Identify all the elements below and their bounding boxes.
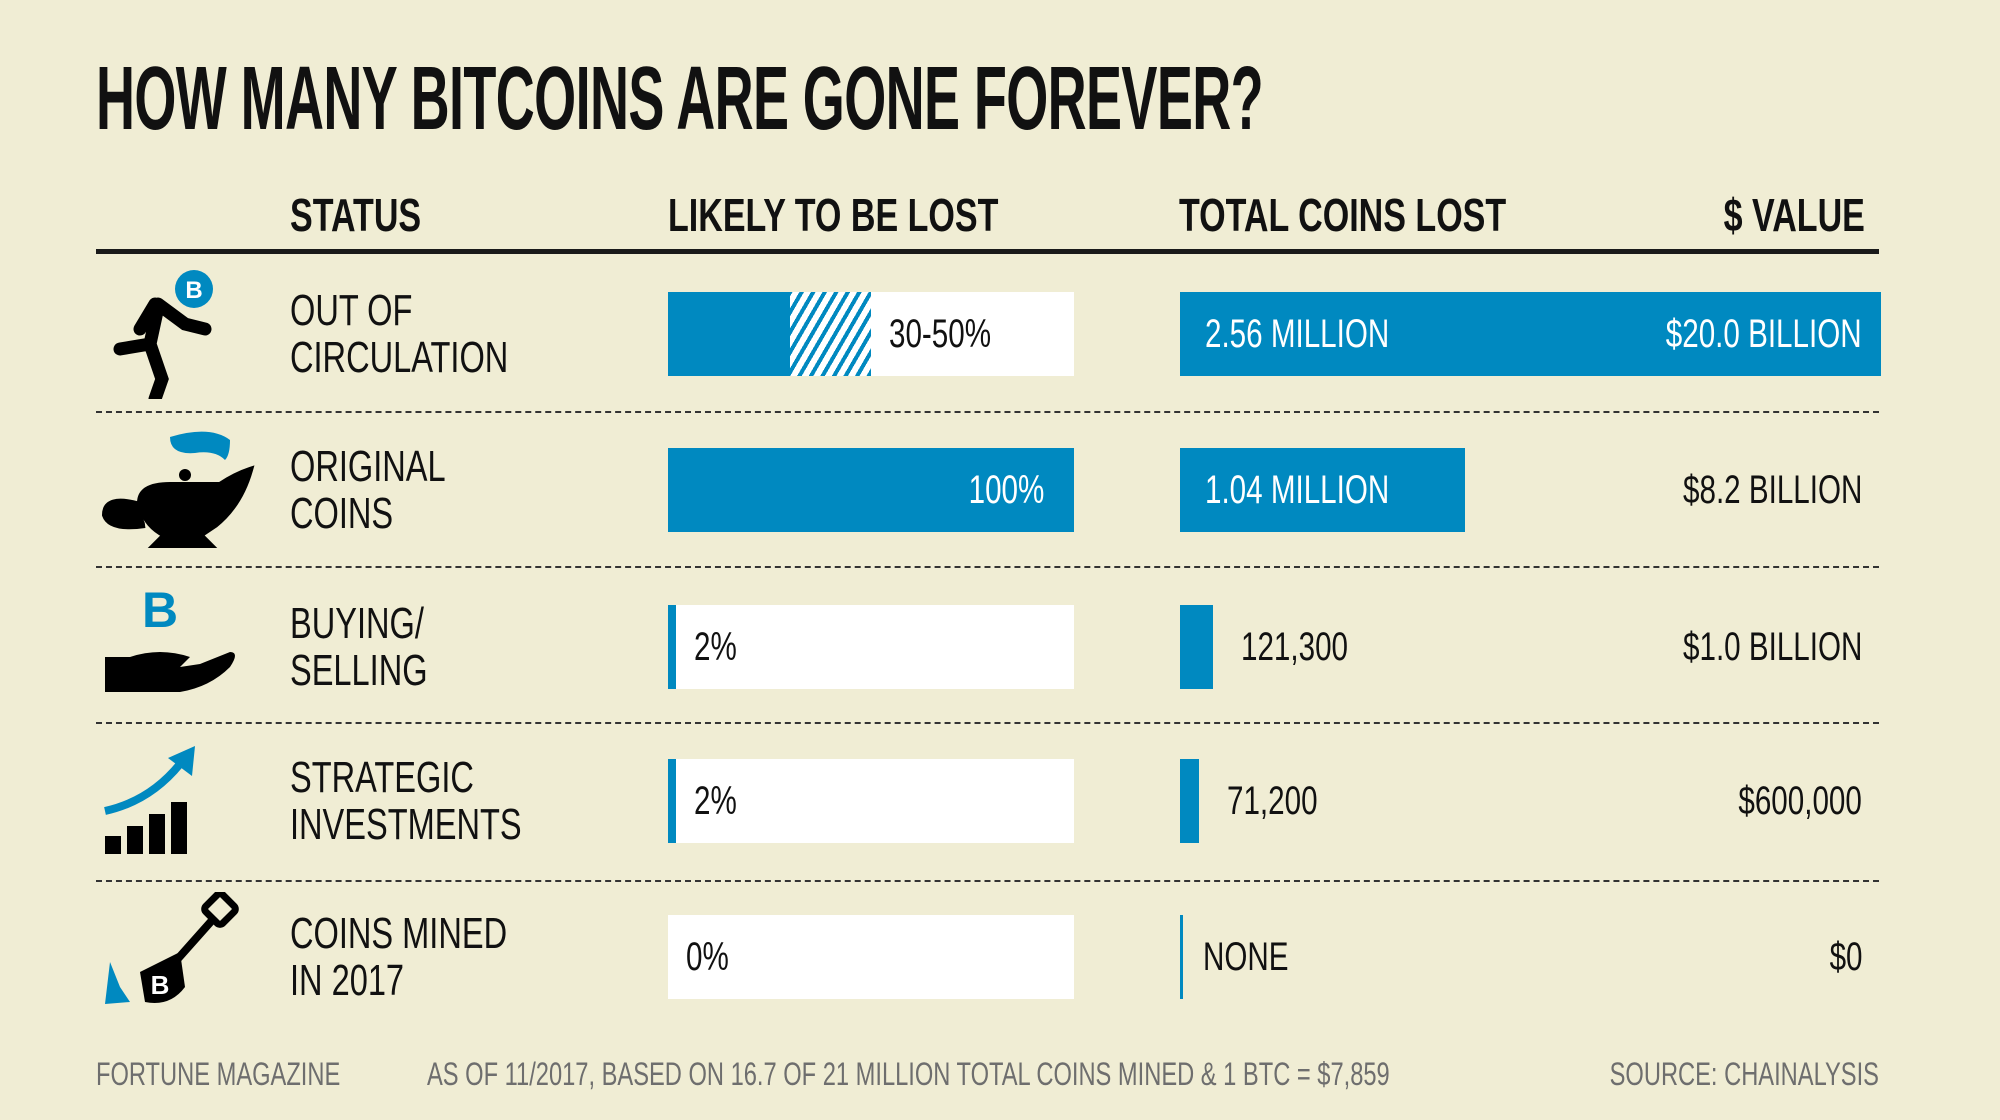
row-divider [96, 880, 1879, 882]
header-likely: LIKELY TO BE LOST [668, 189, 999, 241]
hand-bitcoin-icon: B [105, 582, 235, 692]
total-bar [1180, 292, 1881, 376]
status-label: ORIGINAL COINS [290, 442, 446, 538]
likely-bar: 30-50% [668, 292, 1074, 376]
likely-fill [668, 448, 1074, 532]
likely-label: 2% [694, 779, 737, 823]
row-divider [96, 411, 1879, 413]
value-label: $20.0 BILLION [1666, 312, 1862, 356]
total-label: 71,200 [1227, 779, 1319, 823]
value-label: $600,000 [1738, 779, 1862, 823]
header-total: TOTAL COINS LOST [1179, 189, 1507, 241]
header-value: $ VALUE [1723, 189, 1865, 241]
likely-fill [668, 759, 677, 843]
total-label: 2.56 MILLION [1205, 312, 1390, 356]
genie-lamp-icon [101, 431, 255, 548]
footer-credit: FORTUNE MAGAZINE [96, 1056, 341, 1092]
likely-range-hatch [789, 292, 871, 376]
likely-label: 0% [686, 935, 729, 979]
total-bar [1180, 915, 1183, 999]
svg-text:B: B [142, 582, 178, 638]
svg-text:B: B [185, 277, 202, 304]
row-divider [96, 566, 1879, 568]
row-divider [96, 722, 1879, 724]
value-label: $8.2 BILLION [1682, 468, 1862, 512]
footer-source: SOURCE: CHAINALYSIS [1609, 1056, 1879, 1092]
likely-fill [668, 292, 790, 376]
total-label: NONE [1203, 935, 1289, 979]
header-status: STATUS [290, 189, 422, 241]
total-bar [1180, 605, 1214, 689]
likely-bar: 2% [668, 605, 1074, 689]
likely-label: 100% [968, 468, 1044, 512]
status-label: BUYING/SELLING [290, 599, 428, 695]
status-label: OUT OF CIRCULATION [290, 286, 509, 382]
total-label: 121,300 [1241, 625, 1349, 669]
running-man-bitcoin-icon: B [113, 270, 213, 399]
footer-note: AS OF 11/2017, BASED ON 16.7 OF 21 MILLI… [427, 1056, 1390, 1092]
total-bar [1180, 448, 1465, 532]
likely-bar: 100% [668, 448, 1074, 532]
likely-bar: 0% [668, 915, 1074, 999]
status-label: STRATEGIC INVESTMENTS [290, 753, 522, 849]
likely-bar: 2% [668, 759, 1074, 843]
status-label: COINS MINED IN 2017 [290, 909, 508, 1005]
likely-fill [668, 605, 677, 689]
shovel-bitcoin-icon: B [105, 892, 239, 1004]
header-rule [96, 249, 1879, 254]
growth-chart-icon [104, 746, 195, 854]
value-label: $0 [1829, 935, 1862, 979]
likely-label: 2% [694, 625, 737, 669]
total-label: 1.04 MILLION [1205, 468, 1390, 512]
page-title: HOW MANY BITCOINS ARE GONE FOREVER? [96, 49, 1264, 149]
total-bar [1180, 759, 1200, 843]
value-label: $1.0 BILLION [1682, 625, 1862, 669]
likely-label: 30-50% [889, 312, 992, 356]
svg-text:B: B [151, 970, 170, 1000]
